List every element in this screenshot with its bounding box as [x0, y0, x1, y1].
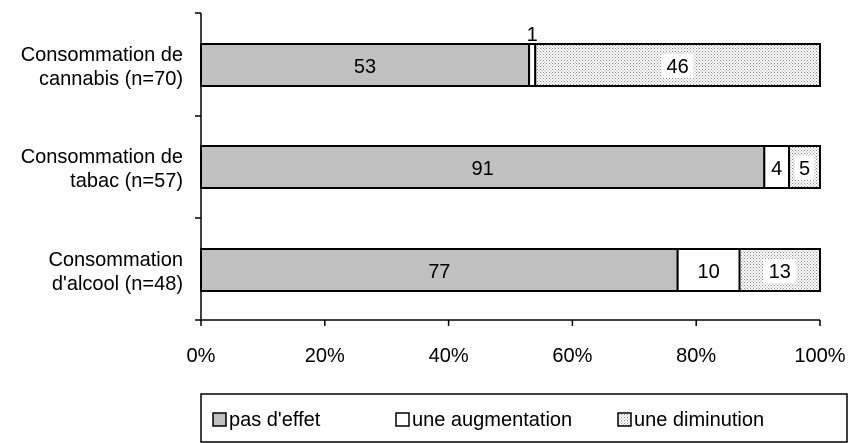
bar-3-series-2: [676, 248, 741, 292]
plot-area: 53 1 46 91 4 5 77 10 13 0% 20% 40% 60% 80% 100% Consomm…: [21, 12, 846, 367]
data-label-1-3: 46: [667, 56, 689, 78]
legend-swatch-1: [212, 412, 227, 427]
data-label-bg-1-3: [661, 54, 694, 78]
category-label-2: Consommation de tabac (n=57): [21, 146, 183, 192]
x-tick-label-3: 40%: [429, 345, 469, 367]
data-label-3-1: 77: [428, 261, 450, 283]
legend-swatch-3: [617, 412, 632, 427]
bar-1-series-3: [534, 43, 821, 87]
data-label-bg-2-3: [795, 156, 815, 180]
x-tick-label-5: 80%: [676, 345, 716, 367]
data-label-1-1: 53: [354, 56, 376, 78]
legend: pas d'effet une augmentation une diminutio…: [200, 393, 848, 443]
bar-3-series-1: [200, 248, 679, 292]
data-label-3-2: 10: [697, 261, 719, 283]
legend-label-2: une augmentation: [412, 409, 572, 431]
x-tick-label-6: 100%: [794, 345, 845, 367]
legend-swatch-2: [395, 412, 410, 427]
data-label-2-3: 5: [799, 158, 810, 180]
category-label-1: Consommation de cannabis (n=70): [21, 44, 183, 90]
data-label-3-3: 13: [769, 261, 791, 283]
data-label-bg-3-3: [763, 259, 796, 283]
data-label-1-2: 1: [527, 24, 538, 46]
x-tick-label-2: 20%: [305, 345, 345, 367]
data-label-2-1: 91: [472, 158, 494, 180]
legend-box: [200, 393, 848, 443]
legend-label-3: une diminution: [634, 409, 764, 431]
data-label-2-2: 4: [771, 158, 782, 180]
x-tick-label-4: 60%: [552, 345, 592, 367]
category-label-3: Consommation d'alcool (n=48): [48, 249, 183, 295]
legend-label-1: pas d'effet: [229, 409, 321, 431]
x-tick-label-1: 0%: [187, 345, 216, 367]
